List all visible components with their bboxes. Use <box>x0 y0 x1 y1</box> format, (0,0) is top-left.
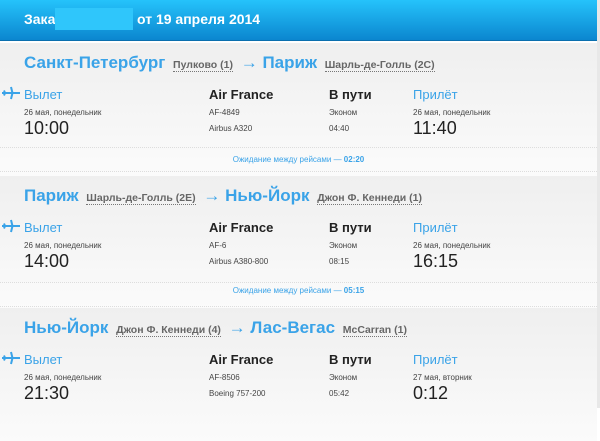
flight-number: AF-8506 <box>209 373 240 382</box>
divider <box>0 306 597 307</box>
from-city: Нью-Йорк <box>24 318 109 337</box>
arrival-label: Прилёт <box>413 220 458 235</box>
route-title: Санкт-Петербург Пулково (1) → Париж Шарл… <box>24 53 438 73</box>
aircraft: Boeing 757-200 <box>209 389 266 398</box>
arrow: → <box>240 53 258 72</box>
duration: 04:40 <box>329 124 350 133</box>
departure-time: 21:30 <box>24 383 70 403</box>
departure-label: Вылет <box>24 220 63 235</box>
transit-label: В пути <box>329 352 372 367</box>
flight-number: AF-6 <box>209 241 227 250</box>
route-title: Париж Шарль-де-Голль (2E) → Нью-Йорк Джо… <box>24 186 425 206</box>
arrival-time: 0:12 <box>413 383 449 403</box>
departure-time: 14:00 <box>24 251 70 271</box>
layover-label: Ожидание между рейсами — <box>232 286 342 295</box>
arrival-date: 26 мая, понедельник <box>413 241 491 250</box>
departure-label: Вылет <box>24 352 63 367</box>
layover-label: Ожидание между рейсами — <box>232 155 342 164</box>
departure-date: 26 мая, понедельник <box>24 241 102 250</box>
layover-info: Ожидание между рейсами — 05:15 <box>0 286 597 295</box>
from-airport-link[interactable]: Шарль-де-Голль (2E) <box>86 192 196 205</box>
layover-time: 02:20 <box>343 155 365 164</box>
aircraft: Airbus A320 <box>209 124 253 133</box>
from-city: Париж <box>24 186 79 205</box>
departure-date: 26 мая, понедельник <box>24 373 102 382</box>
transit-label: В пути <box>329 87 372 102</box>
from-airport-link[interactable]: Пулково (1) <box>173 59 233 72</box>
route-title: Нью-Йорк Джон Ф. Кеннеди (4) → Лас-Вегас… <box>24 318 410 338</box>
aircraft: Airbus A380-800 <box>209 257 269 266</box>
arrow: → <box>228 318 246 337</box>
divider <box>0 147 597 148</box>
duration: 05:42 <box>329 389 350 398</box>
to-airport-link[interactable]: McCarran (1) <box>342 324 407 337</box>
arrival-date: 26 мая, понедельник <box>413 108 491 117</box>
layover-time: 05:15 <box>343 286 365 295</box>
flight-segment: Нью-Йорк Джон Ф. Кеннеди (4) → Лас-Вегас… <box>0 308 597 441</box>
cabin-class: Эконом <box>329 373 358 382</box>
arrival-label: Прилёт <box>413 352 458 367</box>
airline: Air France <box>209 87 274 102</box>
divider <box>0 282 597 283</box>
airline: Air France <box>209 220 274 235</box>
page-border <box>597 0 600 408</box>
order-header: Заказ от 19 апреля 2014 <box>0 0 597 41</box>
from-airport-link[interactable]: Джон Ф. Кеннеди (4) <box>116 324 221 337</box>
departure-time: 10:00 <box>24 118 70 138</box>
to-city: Нью-Йорк <box>225 186 310 205</box>
cabin-class: Эконом <box>329 241 358 250</box>
transit-label: В пути <box>329 220 372 235</box>
to-airport-link[interactable]: Джон Ф. Кеннеди (1) <box>317 192 422 205</box>
order-label: Заказ <box>24 11 63 27</box>
flight-number: AF-4849 <box>209 108 240 117</box>
arrival-time: 16:15 <box>413 251 459 271</box>
arrival-label: Прилёт <box>413 87 458 102</box>
to-airport-link[interactable]: Шарль-де-Голль (2C) <box>324 59 435 72</box>
flight-segment: Санкт-Петербург Пулково (1) → Париж Шарл… <box>0 43 597 176</box>
order-number-redacted <box>55 8 133 30</box>
arrow: → <box>203 186 221 205</box>
plane-icon <box>2 219 20 233</box>
layover-info: Ожидание между рейсами — 02:20 <box>0 155 597 164</box>
to-city: Париж <box>262 53 317 72</box>
airline: Air France <box>209 352 274 367</box>
plane-icon <box>2 351 20 365</box>
from-city: Санкт-Петербург <box>24 53 166 72</box>
flight-segment: Париж Шарль-де-Голль (2E) → Нью-Йорк Джо… <box>0 176 597 309</box>
to-city: Лас-Вегас <box>250 318 336 337</box>
divider <box>0 171 597 172</box>
arrival-time: 11:40 <box>413 118 457 138</box>
departure-label: Вылет <box>24 87 63 102</box>
duration: 08:15 <box>329 257 350 266</box>
departure-date: 26 мая, понедельник <box>24 108 102 117</box>
plane-icon <box>2 86 20 100</box>
arrival-date: 27 мая, вторник <box>413 373 472 382</box>
order-date: от 19 апреля 2014 <box>137 11 261 27</box>
cabin-class: Эконом <box>329 108 358 117</box>
